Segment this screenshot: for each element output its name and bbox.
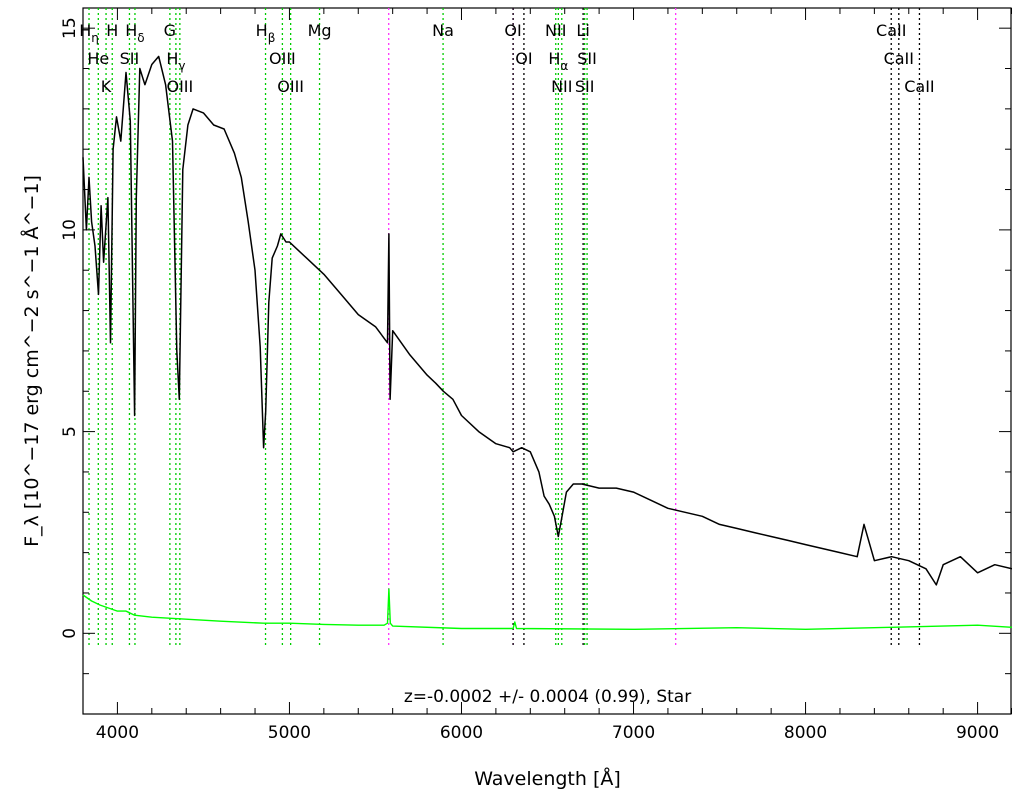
x-axis-label: Wavelength [Å] <box>474 767 621 790</box>
spectral-line-label: SII <box>120 49 140 68</box>
plot-frame <box>82 7 1012 715</box>
x-tick-label: 5000 <box>268 723 311 743</box>
spectral-line-label: SII <box>575 77 595 96</box>
y-tick-label: 10 <box>60 219 80 241</box>
spectral-line-label: Hβ <box>256 21 276 45</box>
x-tick-label: 6000 <box>440 723 483 743</box>
spectral-line-label: Mg <box>308 21 332 40</box>
spectral-line-label: NII <box>545 21 566 40</box>
spectral-line-label: CaII <box>876 21 906 40</box>
spectral-line-label: Hη <box>79 21 99 45</box>
spectral-line-markers <box>88 8 921 648</box>
data-series <box>82 55 1012 630</box>
x-tick-label: 4000 <box>96 723 139 743</box>
spectral-line-label: Na <box>432 21 454 40</box>
x-tick-label: 8000 <box>784 723 827 743</box>
spectral-line-label: OI <box>515 49 532 68</box>
spectral-line-label: SII <box>577 49 597 68</box>
spectral-line-label: G <box>164 21 176 40</box>
error-series-line <box>82 588 1012 630</box>
y-tick-label: 0 <box>60 628 80 639</box>
spectral-line-label: H <box>106 21 118 40</box>
spectral-line-label: CaII <box>904 77 934 96</box>
redshift-annotation: z=-0.0002 +/- 0.0004 (0.99), Star <box>404 687 691 707</box>
spectral-line-label: Hγ <box>166 49 185 73</box>
x-tick-label: 7000 <box>612 723 655 743</box>
spectral-line-label: OIII <box>166 77 193 96</box>
spectral-line-label: OIII <box>269 49 296 68</box>
spectral-line-label: He <box>87 49 109 68</box>
y-tick-label: 5 <box>60 426 80 437</box>
spectral-line-label: OIII <box>277 77 304 96</box>
spectral-line-label: Hδ <box>125 21 144 45</box>
spectral-line-label: K <box>101 77 112 96</box>
spectral-line-label: NII <box>551 77 572 96</box>
spectral-line-label: OI <box>504 21 521 40</box>
axis-ticks: 4000 5000 6000 7000 8000 9000 0 5 10 15 <box>60 8 1012 743</box>
spectral-line-label: Li <box>576 21 589 40</box>
y-axis-label: F_λ [10^−17 erg cm^−2 s^−1 Å^−1] <box>20 175 43 547</box>
spectral-line-label: Hα <box>548 49 568 73</box>
spectral-line-label: CaII <box>884 49 914 68</box>
y-tick-label: 15 <box>60 17 80 39</box>
flux-series-line <box>82 55 1012 586</box>
x-tick-label: 9000 <box>956 723 999 743</box>
